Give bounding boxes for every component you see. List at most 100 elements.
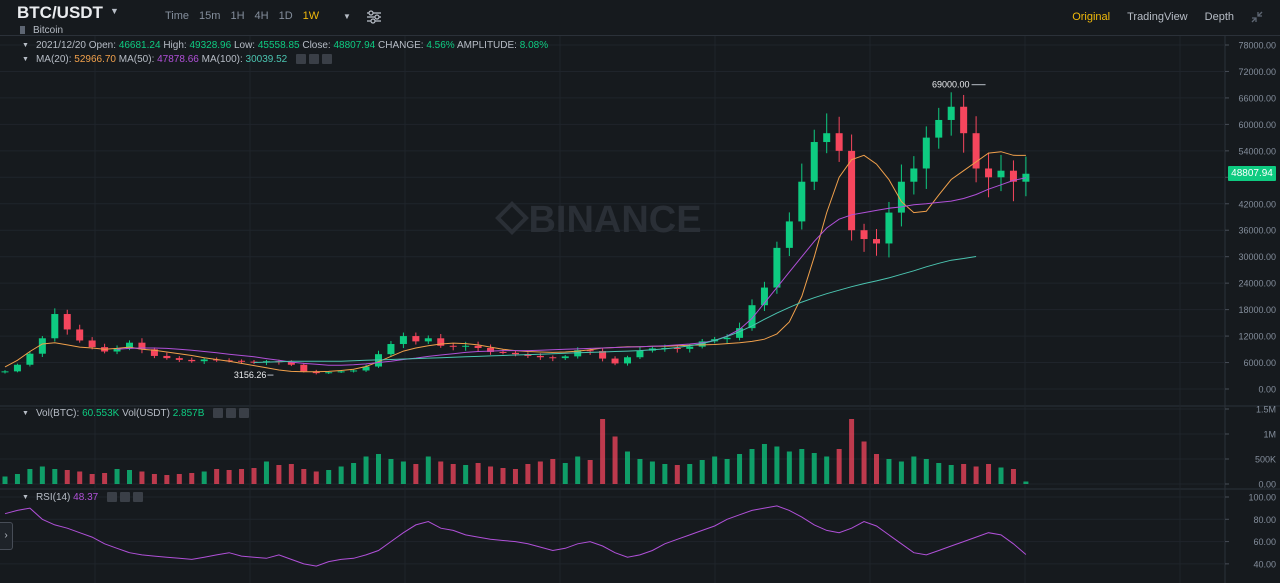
volume-bar xyxy=(537,461,543,484)
rsi-tool-icons xyxy=(104,492,143,505)
volume-bar xyxy=(562,463,568,484)
ma-line-0 xyxy=(4,151,1026,373)
hide-icon[interactable] xyxy=(213,408,224,418)
volume-bar xyxy=(189,473,195,484)
volume-bar xyxy=(550,459,556,484)
volume-bar xyxy=(450,464,456,484)
candle-body xyxy=(873,239,880,244)
volume-bar xyxy=(2,476,8,484)
volume-bar xyxy=(425,456,431,484)
volume-btc: 60.553K xyxy=(82,408,120,419)
candle-body xyxy=(1,371,9,373)
volume-bar xyxy=(936,463,942,484)
candle-body xyxy=(910,168,918,182)
ma-legend: ▼ MA(20): 52966.70 MA(50): 47878.66 MA(10… xyxy=(22,54,333,67)
ohlc-legend: ▼ 2021/12/20 Open: 46681.24 High: 49328.9… xyxy=(22,40,549,51)
candle-body xyxy=(897,181,905,213)
legend-low: 45558.85 xyxy=(257,40,300,51)
volume-bar xyxy=(64,470,70,484)
tab-depth[interactable]: Depth xyxy=(1204,11,1234,23)
candle-body xyxy=(760,287,768,306)
legend-open: 46681.24 xyxy=(118,40,161,51)
sidebar-toggle-button[interactable]: › xyxy=(0,522,13,550)
volume-bar xyxy=(737,454,743,484)
volume-bar xyxy=(699,460,705,484)
interval-15m[interactable]: 15m xyxy=(199,10,221,22)
candle-body xyxy=(586,350,594,352)
volume-bar xyxy=(127,470,132,484)
volume-bar xyxy=(413,464,419,484)
candle-body xyxy=(337,371,345,373)
legend-date: 2021/12/20 xyxy=(35,40,86,51)
volume-bar xyxy=(861,441,867,484)
ma-collapse-icon[interactable]: ▼ xyxy=(22,56,29,63)
volume-bar xyxy=(214,469,220,484)
volume-tick-label: 1.5M xyxy=(1256,405,1276,415)
candle-body xyxy=(424,338,432,342)
volume-bar xyxy=(288,464,294,484)
hide-icon[interactable] xyxy=(296,54,307,64)
symbol-title[interactable]: BTC/USDT xyxy=(17,3,103,22)
rsi-tick-label: 40.00 xyxy=(1253,559,1276,569)
indicator-settings-icon[interactable] xyxy=(366,10,382,24)
volume-bar xyxy=(712,456,718,484)
close-icon[interactable] xyxy=(239,408,250,418)
settings-icon[interactable] xyxy=(226,408,237,418)
candle-body xyxy=(1009,170,1017,182)
tab-original[interactable]: Original xyxy=(1072,11,1111,23)
volume-bar xyxy=(301,469,307,484)
volume-bar xyxy=(587,460,593,484)
candles xyxy=(1,92,1030,375)
chart-view-tabs: Original TradingView Depth xyxy=(1055,11,1234,23)
volume-tick-label: 0.00 xyxy=(1258,480,1276,490)
volume-bar xyxy=(961,464,967,484)
candle-body xyxy=(88,340,96,348)
close-icon[interactable] xyxy=(322,54,333,64)
volume-bar xyxy=(176,474,182,484)
rsi-tick-label: 80.00 xyxy=(1253,515,1276,525)
candle-body xyxy=(163,355,171,359)
interval-1d[interactable]: 1D xyxy=(278,10,293,22)
interval-1w[interactable]: 1W xyxy=(302,10,320,22)
candle-body xyxy=(238,360,246,362)
candle-body xyxy=(673,347,681,349)
candle-body xyxy=(810,142,818,182)
volume-bar xyxy=(52,469,58,484)
candle-body xyxy=(399,336,407,345)
candle-body xyxy=(51,314,59,339)
rsi-collapse-icon[interactable]: ▼ xyxy=(22,494,29,501)
volume-bar xyxy=(824,456,830,484)
interval-4h[interactable]: 4H xyxy=(254,10,269,22)
asset-label: Bitcoin xyxy=(20,25,63,36)
asset-name: Bitcoin xyxy=(33,25,64,36)
top-toolbar: BTC/USDT ▼ Time 15m 1H 4H 1D 1W ▼ Origin… xyxy=(0,0,1280,36)
settings-icon[interactable] xyxy=(119,492,130,502)
tab-tradingview[interactable]: TradingView xyxy=(1127,11,1188,23)
interval-time[interactable]: Time xyxy=(165,10,190,22)
volume-collapse-icon[interactable]: ▼ xyxy=(22,410,29,417)
ma50-value: 47878.66 xyxy=(157,54,199,65)
volume-bar xyxy=(874,454,879,484)
price-tick-label: 66000.00 xyxy=(1238,93,1276,103)
price-tick-label: 24000.00 xyxy=(1238,279,1276,289)
settings-icon[interactable] xyxy=(309,54,320,64)
close-icon[interactable] xyxy=(132,492,143,502)
volume-bar xyxy=(612,436,618,484)
volume-bar xyxy=(39,466,45,484)
candle-body xyxy=(387,344,395,355)
candle-body xyxy=(885,212,893,244)
candle-body xyxy=(736,328,744,338)
candle-body xyxy=(798,181,806,222)
candle-body xyxy=(113,348,121,352)
interval-dropdown-icon[interactable]: ▼ xyxy=(343,12,351,21)
volume-bar xyxy=(1023,481,1029,484)
fullscreen-icon[interactable] xyxy=(1250,10,1264,24)
interval-1h[interactable]: 1H xyxy=(230,10,245,22)
volume-bar xyxy=(898,461,904,484)
price-tick-label: 12000.00 xyxy=(1238,332,1276,342)
candle-body xyxy=(785,221,793,248)
hide-icon[interactable] xyxy=(106,492,117,502)
symbol-dropdown-icon[interactable]: ▼ xyxy=(110,6,119,16)
legend-collapse-icon[interactable]: ▼ xyxy=(22,42,29,49)
